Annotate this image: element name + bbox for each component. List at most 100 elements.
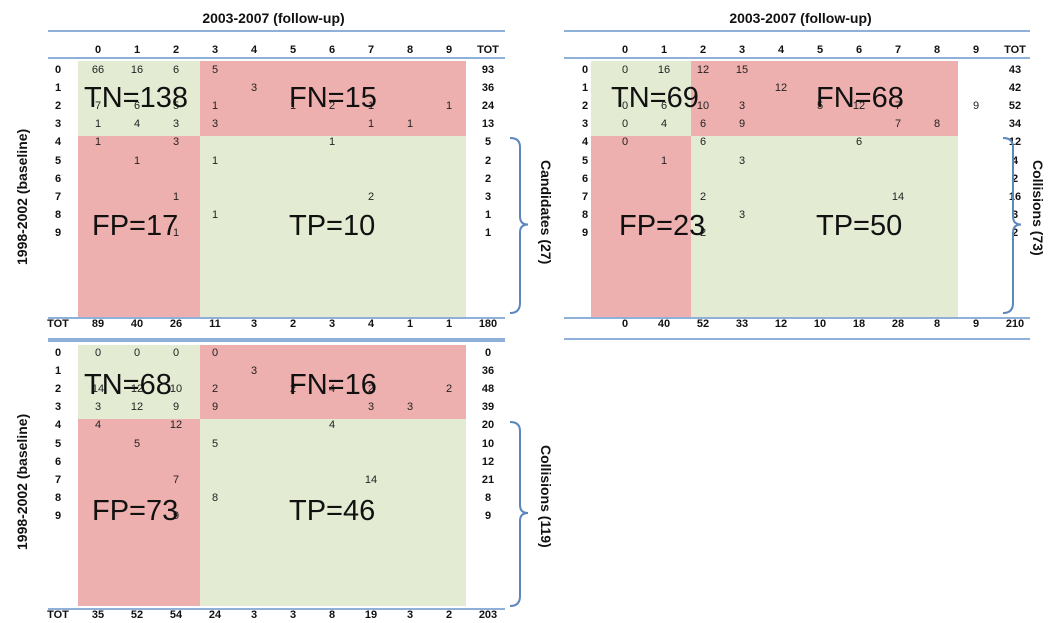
column-total: 52 [130, 609, 144, 621]
column-total: 3 [250, 609, 258, 621]
column-header: 4 [777, 44, 785, 56]
fp-quadrant [78, 136, 200, 317]
row-total: 3 [484, 190, 492, 203]
matrix-cell: 3 [406, 401, 414, 414]
row-header: 0 [54, 347, 62, 359]
row-total: 5 [484, 136, 492, 149]
matrix-cell: 0 [211, 347, 219, 359]
tn-label: TN=69 [611, 82, 699, 114]
matrix-cell: 5 [133, 437, 141, 450]
row-total: 2 [484, 172, 492, 185]
matrix-cell: 0 [94, 347, 102, 359]
grand-total: 210 [1005, 318, 1025, 330]
row-total: 43 [1008, 64, 1022, 76]
matrix-cell: 14 [891, 190, 905, 203]
matrix-cell: 14 [91, 383, 105, 396]
row-header: 1 [54, 365, 62, 378]
matrix-cell: 5 [816, 100, 824, 113]
matrix-cell: 1 [445, 100, 453, 113]
column-total: 24 [208, 609, 222, 621]
column-total: 4 [367, 318, 375, 330]
row-total: 9 [484, 509, 492, 522]
column-header: 9 [972, 44, 980, 56]
totals-label: TOT [47, 609, 69, 621]
fn-label: FN=68 [816, 82, 904, 114]
table-rule [48, 317, 505, 319]
row-total: 2 [484, 154, 492, 167]
column-header: 7 [894, 44, 902, 56]
matrix-cell: 3 [738, 154, 746, 167]
matrix-cell: 4 [660, 118, 668, 131]
column-total: 54 [169, 609, 183, 621]
curly-brace [509, 421, 529, 607]
column-total: 35 [91, 609, 105, 621]
matrix-cell: 0 [133, 347, 141, 359]
row-header: 3 [54, 401, 62, 414]
column-total: 52 [696, 318, 710, 330]
column-header: 7 [367, 44, 375, 56]
tn-quadrant [78, 61, 200, 136]
matrix-cell: 4 [133, 118, 141, 131]
row-header: 0 [581, 64, 589, 76]
matrix-cell: 1 [289, 100, 297, 113]
matrix-cell: 1 [94, 136, 102, 149]
matrix-cell: 2 [699, 226, 707, 239]
matrix-cell: 1 [172, 226, 180, 239]
tn-label: TN=68 [84, 369, 172, 401]
brace-label: Collisions (73) [1030, 160, 1046, 256]
table-rule [564, 57, 1030, 59]
matrix-cell: 0 [172, 347, 180, 359]
column-header: 3 [211, 44, 219, 56]
matrix-cell: 1 [133, 154, 141, 167]
row-header: 4 [54, 419, 62, 432]
tn-quadrant [78, 345, 200, 419]
matrix-cell: 3 [172, 136, 180, 149]
row-total: 20 [481, 419, 495, 432]
row-total: 1 [484, 226, 492, 239]
matrix-cell: 6 [172, 64, 180, 76]
matrix-cell: 1 [94, 118, 102, 131]
matrix-cell: 6 [133, 100, 141, 113]
fn-quadrant [691, 61, 958, 136]
column-header: 2 [699, 44, 707, 56]
matrix-cell: 5 [211, 437, 219, 450]
matrix-cell: 6 [699, 118, 707, 131]
column-total: 2 [289, 318, 297, 330]
matrix-cell: 12 [696, 64, 710, 76]
matrix-cell: 9 [172, 401, 180, 414]
row-header: 5 [54, 154, 62, 167]
matrix-cell: 16 [130, 64, 144, 76]
matrix-cell: 6 [855, 136, 863, 149]
matrix-cell: 0 [621, 136, 629, 149]
column-total: 1 [406, 318, 414, 330]
tp-label: TP=10 [289, 210, 376, 242]
matrix-cell: 66 [91, 64, 105, 76]
matrix-cell: 5 [172, 100, 180, 113]
matrix-cell: 12 [169, 419, 183, 432]
row-header: 4 [581, 136, 589, 149]
matrix-cell: 7 [894, 100, 902, 113]
column-total: 8 [328, 609, 336, 621]
column-header: 8 [406, 44, 414, 56]
row-header: 7 [581, 190, 589, 203]
fp-label: FP=23 [619, 210, 706, 242]
matrix-cell: 2 [367, 190, 375, 203]
baseline-axis-label: 1998-2002 (baseline) [14, 128, 30, 265]
tp-quadrant [200, 136, 466, 317]
column-header: 8 [933, 44, 941, 56]
matrix-title: 2003-2007 (follow-up) [729, 10, 872, 26]
column-total: 3 [250, 318, 258, 330]
row-total: 39 [481, 401, 495, 414]
matrix-cell: 3 [367, 401, 375, 414]
column-total: 0 [621, 318, 629, 330]
row-total: 13 [481, 118, 495, 131]
matrix-cell: 2 [289, 383, 297, 396]
table-rule [48, 340, 505, 342]
column-total: 10 [813, 318, 827, 330]
matrix-cell: 0 [621, 118, 629, 131]
row-total: 93 [481, 64, 495, 76]
column-total: 26 [169, 318, 183, 330]
row-header: 7 [54, 473, 62, 486]
tp-label: TP=46 [289, 495, 376, 527]
column-total: 18 [852, 318, 866, 330]
